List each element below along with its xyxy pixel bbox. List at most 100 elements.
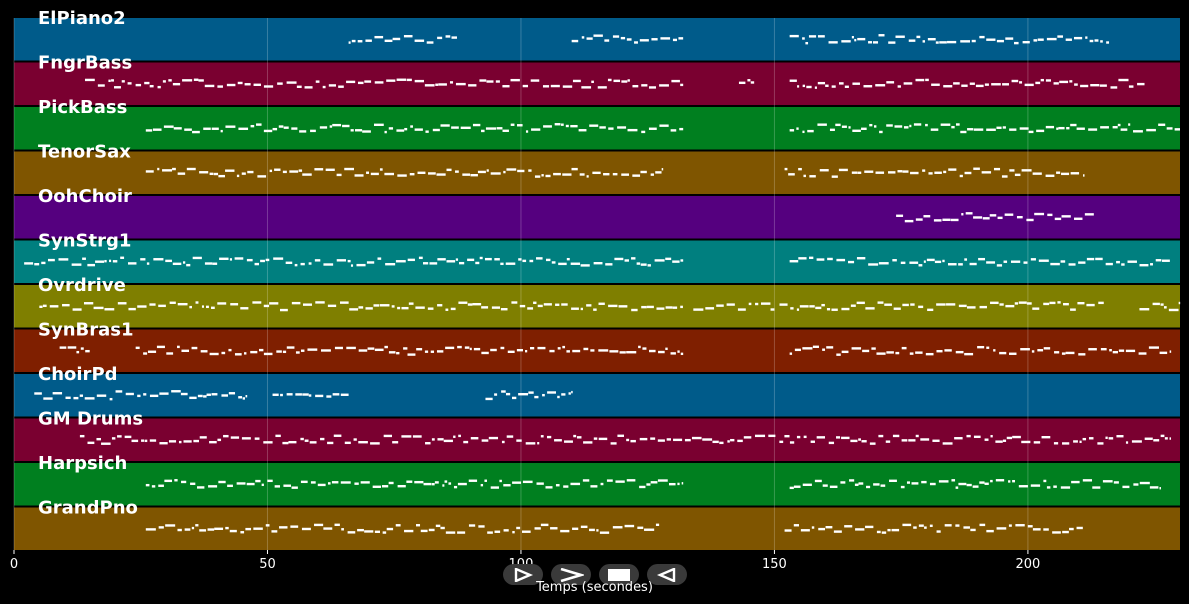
- note: [47, 258, 55, 262]
- note: [527, 307, 534, 310]
- note: [494, 393, 498, 396]
- note: [1088, 128, 1098, 131]
- note: [310, 481, 316, 484]
- note: [794, 348, 801, 352]
- note: [1105, 436, 1108, 439]
- note: [510, 78, 520, 82]
- note: [1116, 260, 1120, 264]
- note: [910, 171, 919, 175]
- fast-forward-icon: [560, 567, 584, 582]
- note: [726, 303, 735, 306]
- note: [943, 170, 947, 174]
- note: [440, 124, 450, 127]
- stop-button[interactable]: [599, 564, 639, 585]
- note: [135, 346, 140, 350]
- note: [302, 393, 309, 396]
- note: [1108, 437, 1114, 440]
- note: [156, 345, 165, 349]
- fast-forward-button[interactable]: [551, 564, 591, 585]
- note: [1085, 36, 1088, 39]
- note: [327, 441, 334, 445]
- note: [1069, 527, 1074, 531]
- note: [678, 37, 684, 40]
- note: [1024, 83, 1034, 87]
- note: [1095, 257, 1103, 261]
- note: [1127, 260, 1137, 263]
- note: [542, 393, 545, 397]
- note: [857, 171, 862, 174]
- note: [290, 525, 299, 528]
- note: [172, 82, 181, 86]
- note: [87, 263, 95, 267]
- note: [1164, 437, 1168, 440]
- note: [858, 482, 864, 485]
- note: [525, 442, 536, 445]
- note: [586, 175, 589, 178]
- note: [209, 352, 219, 356]
- note: [659, 124, 669, 127]
- note: [932, 439, 940, 442]
- note: [512, 530, 515, 534]
- note: [1012, 435, 1021, 439]
- note: [357, 81, 364, 85]
- rewind-button[interactable]: [647, 564, 687, 585]
- note: [897, 85, 901, 88]
- note: [416, 348, 423, 351]
- note: [807, 129, 814, 133]
- note: [104, 308, 115, 311]
- note: [404, 127, 408, 131]
- note: [414, 39, 425, 42]
- track-label: GM Drums: [38, 409, 143, 430]
- note: [1118, 349, 1125, 352]
- note: [719, 441, 724, 445]
- note: [144, 439, 148, 443]
- note: [467, 303, 473, 306]
- note: [566, 350, 570, 353]
- note: [562, 173, 572, 176]
- note: [967, 306, 976, 309]
- note: [261, 483, 264, 487]
- note: [969, 82, 975, 85]
- note: [747, 79, 751, 82]
- note: [909, 352, 914, 355]
- note: [797, 85, 800, 88]
- note: [1137, 82, 1145, 86]
- note: [590, 485, 598, 488]
- note: [157, 85, 161, 89]
- note: [656, 307, 665, 310]
- note: [323, 263, 334, 266]
- note: [295, 351, 300, 354]
- note: [836, 436, 841, 439]
- note: [117, 435, 122, 438]
- note: [599, 531, 610, 534]
- note: [1100, 348, 1107, 351]
- note: [1061, 172, 1070, 176]
- note: [1050, 262, 1060, 266]
- note: [909, 261, 919, 264]
- play-button[interactable]: [503, 564, 543, 585]
- note: [217, 85, 223, 88]
- note: [1061, 215, 1071, 218]
- note: [325, 168, 335, 171]
- note: [177, 345, 180, 349]
- note: [209, 172, 214, 176]
- note: [344, 441, 351, 445]
- note: [192, 256, 202, 260]
- note: [1106, 41, 1110, 44]
- note: [104, 259, 107, 263]
- note: [309, 441, 317, 444]
- note: [177, 528, 182, 532]
- note: [936, 303, 946, 306]
- note: [873, 483, 880, 486]
- note: [590, 349, 595, 352]
- note: [831, 85, 836, 88]
- note: [114, 86, 121, 89]
- note: [1150, 263, 1153, 266]
- note: [481, 439, 489, 442]
- note: [540, 523, 549, 527]
- track-label: FngrBass: [38, 53, 132, 74]
- note: [392, 441, 399, 444]
- note: [624, 259, 629, 262]
- note: [586, 37, 593, 40]
